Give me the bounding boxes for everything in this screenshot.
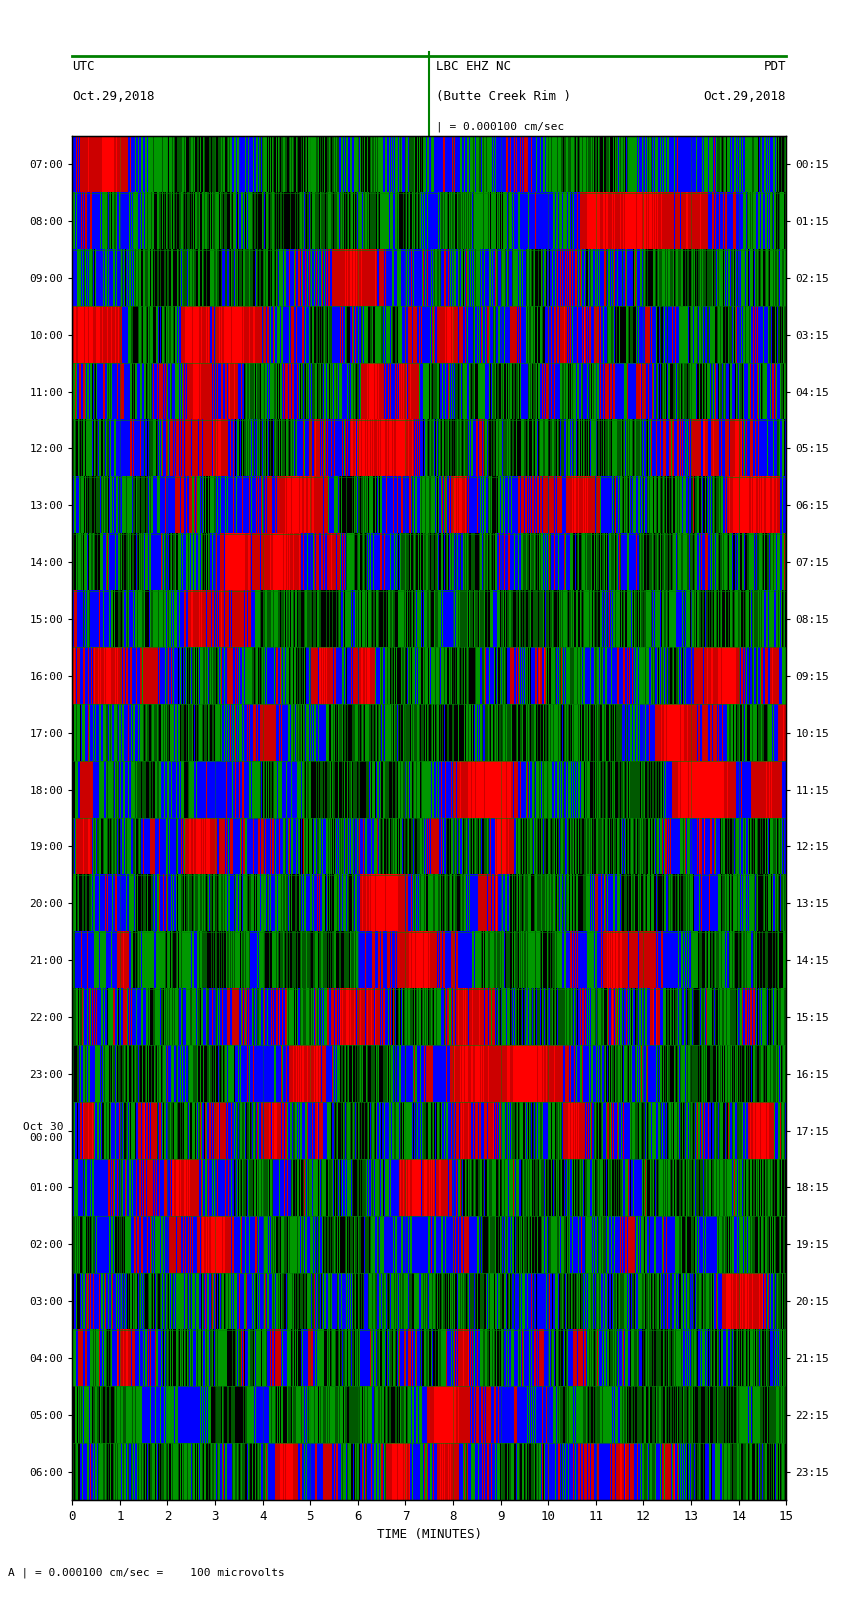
Text: PDT: PDT	[764, 60, 786, 74]
Text: | = 0.000100 cm/sec: | = 0.000100 cm/sec	[436, 121, 564, 132]
Text: (Butte Creek Rim ): (Butte Creek Rim )	[436, 90, 571, 103]
Text: LBC EHZ NC: LBC EHZ NC	[436, 60, 512, 74]
X-axis label: TIME (MINUTES): TIME (MINUTES)	[377, 1529, 482, 1542]
Text: Oct.29,2018: Oct.29,2018	[72, 90, 155, 103]
Text: A | = 0.000100 cm/sec =    100 microvolts: A | = 0.000100 cm/sec = 100 microvolts	[8, 1568, 286, 1578]
Text: UTC: UTC	[72, 60, 94, 74]
Text: Oct.29,2018: Oct.29,2018	[704, 90, 786, 103]
